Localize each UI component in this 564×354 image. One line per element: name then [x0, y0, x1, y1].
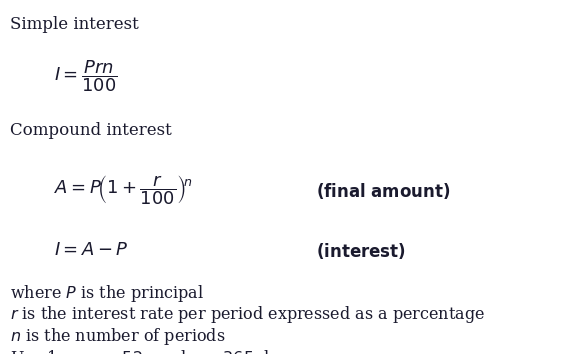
Text: Use 1 year $= 52$ weeks $= 365$ days.: Use 1 year $= 52$ weeks $= 365$ days.: [10, 348, 301, 354]
Text: $I = A - P$: $I = A - P$: [54, 241, 128, 259]
Text: Simple interest: Simple interest: [10, 16, 139, 33]
Text: $\bf{(interest)}$: $\bf{(interest)}$: [316, 241, 406, 261]
Text: $n$ is the number of periods: $n$ is the number of periods: [10, 326, 226, 347]
Text: Compound interest: Compound interest: [10, 122, 172, 139]
Text: $\bf{(final\ amount)}$: $\bf{(final\ amount)}$: [316, 181, 450, 200]
Text: $A = P\!\left(1 + \dfrac{r}{100}\right)^{\!n}$: $A = P\!\left(1 + \dfrac{r}{100}\right)^…: [54, 173, 192, 207]
Text: $r$ is the interest rate per period expressed as a percentage: $r$ is the interest rate per period expr…: [10, 304, 485, 325]
Text: where $P$ is the principal: where $P$ is the principal: [10, 283, 204, 304]
Text: $I = \dfrac{Prn}{100}$: $I = \dfrac{Prn}{100}$: [54, 58, 117, 94]
